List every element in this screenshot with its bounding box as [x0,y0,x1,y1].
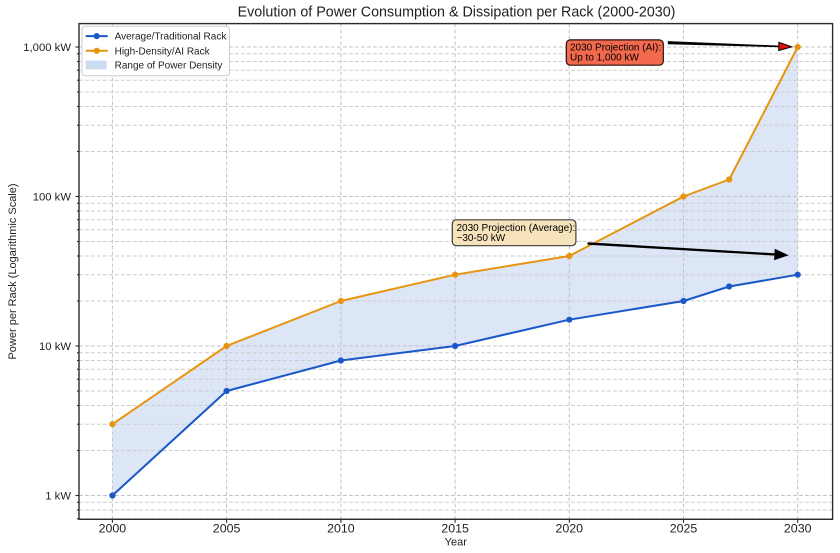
svg-text:10 kW: 10 kW [39,341,71,353]
svg-text:2030: 2030 [784,522,812,536]
svg-text:1 kW: 1 kW [45,491,71,503]
svg-text:Year: Year [445,537,468,549]
svg-text:Power per Rack (Logarithmic Sc: Power per Rack (Logarithmic Scale) [7,183,19,359]
svg-text:2025: 2025 [670,522,698,536]
svg-text:2000: 2000 [99,522,127,536]
svg-text:High-Density/AI Rack: High-Density/AI Rack [115,46,211,57]
svg-text:2020: 2020 [556,522,584,536]
svg-text:2030 Projection (Average):: 2030 Projection (Average): [457,223,576,234]
svg-text:100 kW: 100 kW [33,192,72,204]
svg-text:Average/Traditional Rack: Average/Traditional Rack [115,32,228,43]
svg-text:Evolution of Power Consumption: Evolution of Power Consumption & Dissipa… [238,4,676,20]
svg-text:2015: 2015 [441,522,469,536]
svg-text:2010: 2010 [327,522,355,536]
svg-text:1,000 kW: 1,000 kW [23,42,71,54]
svg-text:2030 Projection (AI):: 2030 Projection (AI): [570,42,661,53]
svg-text:Range of Power Density: Range of Power Density [115,61,223,72]
svg-text:~30-50 kW: ~30-50 kW [457,233,506,244]
svg-text:2005: 2005 [213,522,241,536]
svg-text:Up to 1,000 kW: Up to 1,000 kW [570,52,639,63]
